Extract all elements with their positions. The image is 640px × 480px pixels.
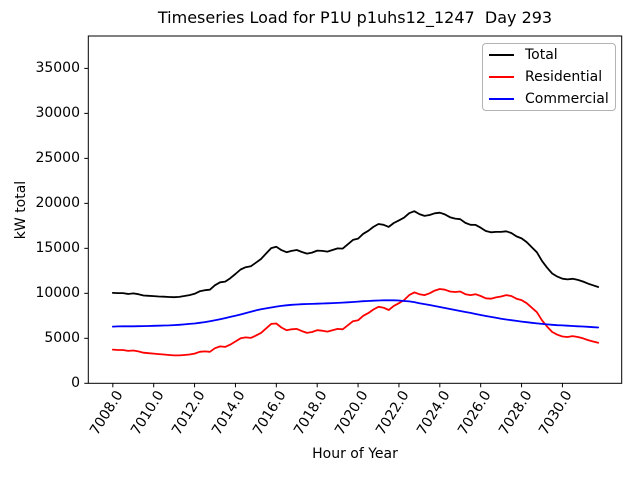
legend-entry-residential: Residential (483, 66, 615, 88)
legend-entry-commercial: Commercial (483, 88, 615, 110)
y-tick-label: 30000 (35, 105, 80, 122)
legend-label-total: Total (525, 47, 558, 63)
legend: Total Residential Commercial (482, 43, 616, 111)
y-tick-label: 5000 (44, 330, 80, 347)
y-tick-label: 25000 (35, 150, 80, 167)
y-tick-label: 15000 (35, 240, 80, 257)
legend-line-commercial-icon (489, 98, 514, 100)
legend-label-residential: Residential (525, 69, 603, 85)
series-line-residential (111, 288, 600, 357)
legend-line-residential-icon (489, 76, 514, 78)
series-line-commercial (111, 299, 600, 329)
x-axis-label: Hour of Year (312, 446, 398, 462)
y-tick-label: 10000 (35, 285, 80, 302)
y-tick-label: 35000 (35, 60, 80, 77)
legend-line-total-icon (489, 54, 514, 56)
chart-title: Timeseries Load for P1U p1uhs12_1247 Day… (157, 8, 553, 27)
series-line-total (111, 210, 600, 299)
axes-frame (87, 35, 623, 384)
legend-label-commercial: Commercial (525, 91, 609, 107)
y-tick-label: 0 (71, 375, 80, 392)
legend-entry-total: Total (483, 44, 615, 66)
y-tick-label: 20000 (35, 195, 80, 212)
